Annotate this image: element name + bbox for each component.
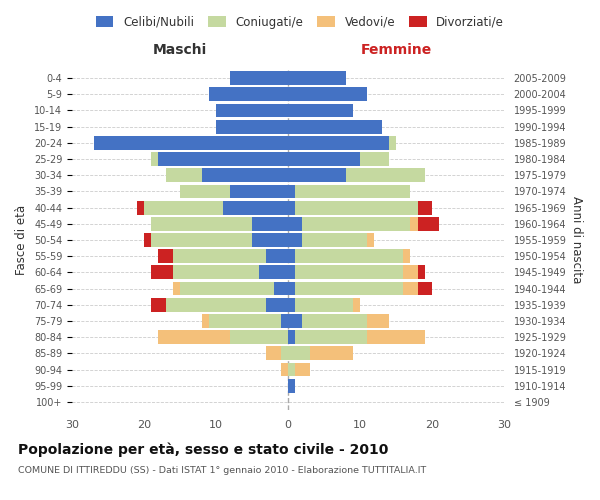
- Bar: [418, 217, 439, 230]
- Bar: [410, 217, 418, 230]
- Bar: [266, 346, 281, 360]
- Bar: [230, 71, 288, 85]
- Bar: [144, 233, 151, 247]
- Bar: [173, 250, 266, 263]
- Bar: [151, 152, 158, 166]
- Text: Maschi: Maschi: [153, 43, 207, 57]
- Bar: [266, 298, 288, 312]
- Bar: [151, 233, 252, 247]
- Bar: [288, 152, 360, 166]
- Bar: [346, 168, 425, 182]
- Bar: [274, 282, 288, 296]
- Bar: [151, 217, 252, 230]
- Bar: [288, 250, 295, 263]
- Bar: [288, 184, 295, 198]
- Bar: [230, 330, 288, 344]
- Bar: [288, 71, 346, 85]
- Bar: [295, 250, 403, 263]
- Bar: [252, 217, 288, 230]
- Bar: [216, 104, 288, 118]
- Bar: [202, 168, 288, 182]
- Bar: [144, 200, 223, 214]
- Bar: [259, 266, 288, 280]
- Bar: [266, 250, 288, 263]
- Bar: [288, 314, 302, 328]
- Bar: [302, 233, 367, 247]
- Bar: [389, 136, 396, 149]
- Bar: [288, 136, 389, 149]
- Bar: [295, 362, 310, 376]
- Bar: [166, 168, 202, 182]
- Bar: [288, 330, 295, 344]
- Bar: [281, 362, 288, 376]
- Bar: [216, 120, 288, 134]
- Bar: [302, 217, 410, 230]
- Bar: [158, 330, 230, 344]
- Text: COMUNE DI ITTIREDDU (SS) - Dati ISTAT 1° gennaio 2010 - Elaborazione TUTTITALIA.: COMUNE DI ITTIREDDU (SS) - Dati ISTAT 1°…: [18, 466, 426, 475]
- Bar: [209, 88, 288, 101]
- Bar: [418, 282, 432, 296]
- Bar: [295, 266, 403, 280]
- Bar: [281, 346, 288, 360]
- Bar: [151, 266, 173, 280]
- Text: Femmine: Femmine: [361, 43, 431, 57]
- Bar: [180, 184, 230, 198]
- Bar: [295, 330, 367, 344]
- Y-axis label: Fasce di età: Fasce di età: [16, 205, 28, 275]
- Bar: [295, 298, 353, 312]
- Bar: [288, 88, 367, 101]
- Bar: [137, 200, 144, 214]
- Bar: [295, 282, 403, 296]
- Bar: [288, 266, 295, 280]
- Legend: Celibi/Nubili, Coniugati/e, Vedovi/e, Divorziati/e: Celibi/Nubili, Coniugati/e, Vedovi/e, Di…: [91, 11, 509, 34]
- Bar: [288, 104, 353, 118]
- Bar: [202, 314, 209, 328]
- Bar: [288, 379, 295, 392]
- Bar: [281, 314, 288, 328]
- Bar: [288, 362, 295, 376]
- Bar: [288, 200, 295, 214]
- Bar: [288, 233, 302, 247]
- Bar: [173, 266, 259, 280]
- Bar: [310, 346, 353, 360]
- Bar: [418, 200, 432, 214]
- Bar: [288, 298, 295, 312]
- Bar: [180, 282, 274, 296]
- Bar: [367, 233, 374, 247]
- Bar: [295, 200, 418, 214]
- Bar: [367, 314, 389, 328]
- Bar: [403, 266, 418, 280]
- Bar: [166, 298, 266, 312]
- Bar: [288, 282, 295, 296]
- Bar: [209, 314, 281, 328]
- Bar: [223, 200, 288, 214]
- Text: Popolazione per età, sesso e stato civile - 2010: Popolazione per età, sesso e stato civil…: [18, 442, 388, 457]
- Bar: [230, 184, 288, 198]
- Bar: [288, 120, 382, 134]
- Bar: [151, 298, 166, 312]
- Bar: [94, 136, 288, 149]
- Bar: [158, 250, 173, 263]
- Bar: [288, 168, 346, 182]
- Bar: [403, 282, 418, 296]
- Bar: [173, 282, 180, 296]
- Bar: [418, 266, 425, 280]
- Bar: [252, 233, 288, 247]
- Bar: [158, 152, 288, 166]
- Y-axis label: Anni di nascita: Anni di nascita: [570, 196, 583, 284]
- Bar: [367, 330, 425, 344]
- Bar: [295, 184, 410, 198]
- Bar: [288, 346, 310, 360]
- Bar: [360, 152, 389, 166]
- Bar: [302, 314, 367, 328]
- Bar: [288, 217, 302, 230]
- Bar: [403, 250, 410, 263]
- Bar: [353, 298, 360, 312]
